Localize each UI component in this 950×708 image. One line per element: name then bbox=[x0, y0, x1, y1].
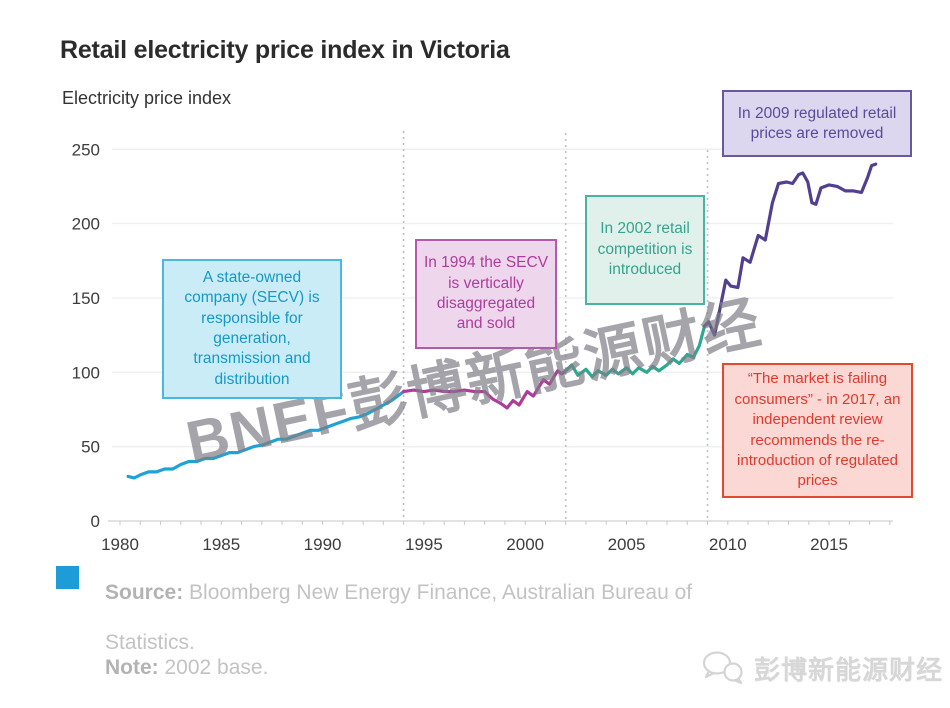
y-axis-label: 150 bbox=[72, 289, 100, 308]
page-title: Retail electricity price index in Victor… bbox=[60, 36, 510, 64]
annotation-box-2002: In 2002 retail competition is introduced bbox=[585, 195, 705, 305]
x-axis-label: 2000 bbox=[506, 535, 544, 554]
annotation-text: In 2002 retail competition is introduced bbox=[597, 220, 693, 279]
series-secv-era bbox=[126, 390, 406, 480]
annotation-box-1994: In 1994 the SECV is vertically disaggreg… bbox=[415, 239, 557, 349]
note-value: 2002 base. bbox=[158, 656, 269, 679]
annotation-box-2017: “The market is failing consumers” - in 2… bbox=[722, 363, 913, 498]
source-label: Source: bbox=[105, 581, 184, 604]
x-axis-label: 1985 bbox=[202, 535, 240, 554]
source-bullet-square bbox=[56, 566, 79, 589]
annotation-text: In 2009 regulated retail prices are remo… bbox=[737, 105, 897, 142]
y-axis-label: 250 bbox=[72, 140, 100, 159]
x-axis-label: 1995 bbox=[405, 535, 443, 554]
footer-logo: 彭博新能源财经 bbox=[700, 648, 943, 688]
y-axis-label: 200 bbox=[72, 215, 100, 234]
annotation-text: “The market is failing consumers” - in 2… bbox=[734, 370, 901, 490]
annotation-text: A state-owned company (SECV) is responsi… bbox=[184, 268, 320, 388]
footer-logo-text: 彭博新能源财经 bbox=[754, 654, 944, 685]
source-line2: Statistics. bbox=[105, 631, 195, 654]
y-axis-label: 0 bbox=[91, 512, 100, 531]
annotation-text: In 1994 the SECV is vertically disaggreg… bbox=[423, 254, 549, 333]
y-axis-label: 50 bbox=[81, 438, 100, 457]
series-deregulated-era bbox=[702, 162, 878, 337]
x-axis-label: 2015 bbox=[810, 535, 848, 554]
x-axis-label: 2005 bbox=[608, 535, 646, 554]
source-line1: Bloomberg New Energy Finance, Australian… bbox=[183, 581, 693, 604]
annotation-box-2009: In 2009 regulated retail prices are remo… bbox=[722, 90, 912, 157]
series-competition-era bbox=[564, 324, 707, 379]
note-label: Note: bbox=[105, 656, 159, 679]
y-axis-label: 100 bbox=[72, 363, 100, 382]
x-axis-label: 1980 bbox=[101, 535, 139, 554]
source-text: Source: Bloomberg New Energy Finance, Au… bbox=[105, 568, 845, 668]
wechat-speech-bubbles-icon bbox=[702, 651, 743, 685]
x-axis-label: 1990 bbox=[304, 535, 342, 554]
note-text: Note: 2002 base. bbox=[105, 656, 268, 680]
series-privatisation-era bbox=[402, 369, 568, 410]
y-axis-title: Electricity price index bbox=[62, 88, 232, 108]
x-axis-label: 2010 bbox=[709, 535, 747, 554]
annotation-box-secv: A state-owned company (SECV) is responsi… bbox=[162, 259, 342, 399]
